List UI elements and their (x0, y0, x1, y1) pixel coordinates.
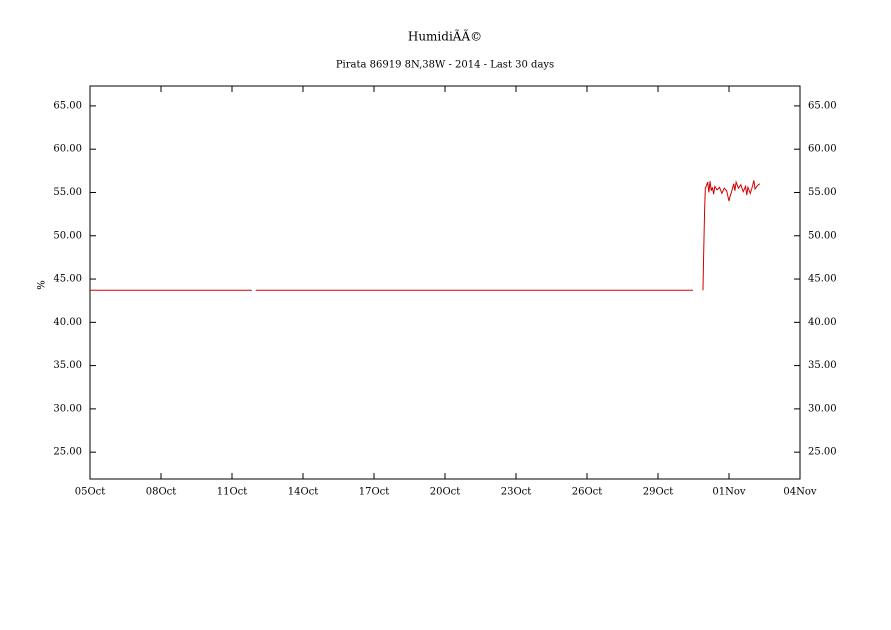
chart-title: HumidiÃÃ© (408, 29, 482, 44)
y-tick-label: 55.00 (53, 187, 82, 198)
data-line (702, 180, 761, 291)
x-tick-label: 14Oct (288, 487, 319, 498)
y-tick-label: 25.00 (53, 447, 82, 458)
y-tick-label: 50.00 (53, 230, 82, 241)
y2-tick-label: 45.00 (808, 274, 837, 285)
y2-tick-label: 65.00 (808, 100, 837, 111)
y-tick-label: 30.00 (53, 403, 82, 414)
x-tick-label: 20Oct (430, 487, 461, 498)
plot-frame (89, 85, 801, 480)
x-tick-label: 23Oct (501, 487, 532, 498)
y-tick-label: 40.00 (53, 317, 82, 328)
x-tick-label: 05Oct (75, 487, 106, 498)
y-tick-label: 60.00 (53, 144, 82, 155)
y2-tick-label: 50.00 (808, 230, 837, 241)
y-tick-label: 35.00 (53, 360, 82, 371)
y-tick-label: 65.00 (53, 100, 82, 111)
x-tick-label: 01Nov (712, 487, 745, 498)
y-tick-label: 45.00 (53, 274, 82, 285)
y2-tick-label: 60.00 (808, 144, 837, 155)
y2-tick-label: 55.00 (808, 187, 837, 198)
y2-tick-label: 40.00 (808, 317, 837, 328)
x-tick-label: 11Oct (217, 487, 248, 498)
x-tick-label: 26Oct (572, 487, 603, 498)
x-tick-label: 17Oct (359, 487, 390, 498)
x-tick-label: 04Nov (783, 487, 816, 498)
y2-tick-label: 35.00 (808, 360, 837, 371)
y2-tick-label: 25.00 (808, 447, 837, 458)
x-tick-label: 08Oct (146, 487, 177, 498)
y-axis-label: % (37, 280, 48, 290)
x-tick-label: 29Oct (643, 487, 674, 498)
y2-tick-label: 30.00 (808, 403, 837, 414)
chart-subtitle: Pirata 86919 8N,38W - 2014 - Last 30 day… (336, 60, 554, 71)
